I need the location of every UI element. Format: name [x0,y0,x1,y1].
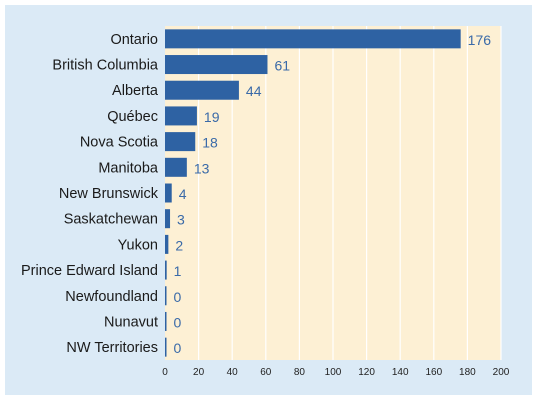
x-tick-label: 200 [493,367,510,378]
value-label: 19 [204,109,220,125]
bar [165,29,461,49]
chart-frame: Ontario British Columbia Alberta Québec Nova… [5,5,532,395]
bar [165,209,171,229]
value-label: 13 [194,160,210,176]
bar-chart: Ontario British Columbia Alberta Québec Nova… [21,26,510,378]
value-label: 4 [179,186,187,202]
x-tick-label: 140 [392,367,409,378]
bar [165,286,167,306]
value-labels: 176 61 44 19 18 13 4 3 2 1 0 0 0 [174,32,492,356]
category-label: Québec [107,109,158,125]
bar [165,132,196,152]
category-label: New Brunswick [59,186,159,202]
x-tick-label: 100 [325,367,342,378]
x-axis-ticks: 0 20 40 60 80 100 120 140 160 180 200 [162,367,510,378]
bar [165,80,239,100]
x-tick-label: 120 [358,367,375,378]
bar [165,311,167,331]
bars [165,29,461,357]
value-label: 2 [175,237,183,253]
x-tick-label: 40 [227,367,239,378]
category-label: British Columbia [52,58,158,74]
value-label: 0 [174,314,182,330]
value-label: 61 [274,58,290,74]
x-tick-label: 0 [162,367,168,378]
category-label: Saskatchewan [64,212,158,228]
category-label: Nova Scotia [80,135,159,151]
category-label: Newfoundland [65,289,158,305]
x-tick-label: 20 [193,367,205,378]
category-label: Prince Edward Island [21,263,158,279]
bar [165,234,169,254]
value-label: 44 [246,83,262,99]
category-label: Ontario [110,32,158,48]
gridlines [198,26,502,360]
x-tick-label: 80 [294,367,306,378]
x-tick-label: 60 [260,367,272,378]
category-label: NW Territories [66,340,158,356]
bar [165,260,167,280]
category-label: Yukon [118,237,158,253]
category-label: Alberta [112,83,159,99]
bar [165,337,167,357]
bar [165,183,172,203]
value-label: 0 [174,289,182,305]
category-label: Nunavut [104,314,158,330]
bar [165,157,187,177]
x-tick-label: 160 [425,367,442,378]
category-labels: Ontario British Columbia Alberta Québec Nova… [21,32,159,356]
category-label: Manitoba [98,160,159,176]
value-label: 0 [174,340,182,356]
x-tick-label: 180 [459,367,476,378]
value-label: 18 [202,135,218,151]
value-label: 1 [174,263,182,279]
value-label: 3 [177,212,185,228]
bar [165,55,268,75]
bar [165,106,197,126]
value-label: 176 [468,32,492,48]
